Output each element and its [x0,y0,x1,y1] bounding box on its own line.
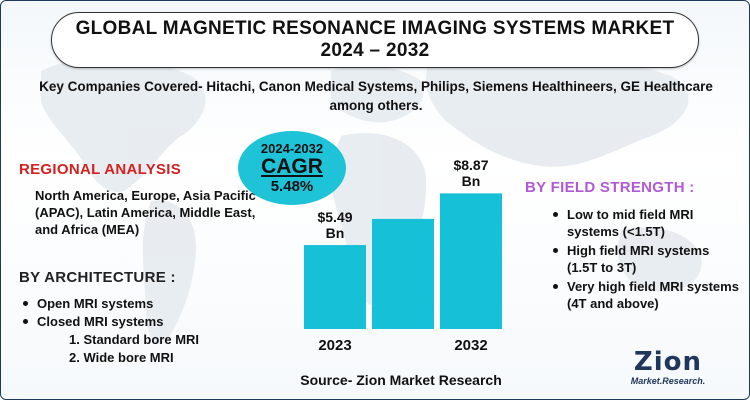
architecture-sublist: 1. Standard bore MRI 2. Wide bore MRI [69,331,199,367]
title-line2: 2024 – 2032 [320,40,430,61]
regional-analysis-text: North America, Europe, Asia Pacific (APA… [35,188,256,237]
bar-value-label-2023: $5.49 Bn [317,209,353,242]
bar-2032 [440,193,502,329]
title-banner: GLOBAL MAGNETIC RESONANCE IMAGING SYSTEM… [51,12,699,68]
logo-wordmark: Zion [633,347,703,377]
field-strength-list: Low to mid field MRI systems (<1.5T) Hig… [549,206,739,314]
key-companies-text: Key Companies Covered- Hitachi, Canon Me… [39,79,713,113]
list-item: Open MRI systems [19,295,259,313]
list-item: Very high field MRI systems (4T and abov… [549,278,739,312]
cagr-label: CAGR [261,154,323,178]
architecture-list: Open MRI systems Closed MRI systems [19,295,259,331]
x-tick-label-2023: 2023 [318,337,352,354]
zion-logo: Zion Market.Research. [613,348,723,392]
bar-mid [372,218,434,329]
bar-2023 [304,245,366,329]
list-item: Low to mid field MRI systems (<1.5T) [549,206,739,240]
regional-analysis-heading: REGIONAL ANALYSIS [19,161,182,178]
bar-value-label-2032: $8.87 Bn [453,157,489,190]
architecture-heading: BY ARCHITECTURE : [19,269,176,286]
list-item: 1. Standard bore MRI [69,332,200,347]
cagr-value: 5.48% [270,177,314,195]
cagr-bubble: 2024-2032 CAGR 5.48% [238,131,346,205]
list-item: 2. Wide bore MRI [69,350,174,365]
field-strength-heading: BY FIELD STRENGTH : [525,179,695,196]
cagr-years: 2024-2032 [260,140,324,156]
source-text: Source- Zion Market Research [300,372,502,388]
list-item: High field MRI systems (1.5T to 3T) [549,242,739,276]
logo-subtitle: Market.Research. [630,376,706,386]
title-line1: GLOBAL MAGNETIC RESONANCE IMAGING SYSTEM… [75,18,675,39]
x-tick-label-2032: 2032 [454,337,488,354]
list-item: Closed MRI systems [19,313,259,331]
